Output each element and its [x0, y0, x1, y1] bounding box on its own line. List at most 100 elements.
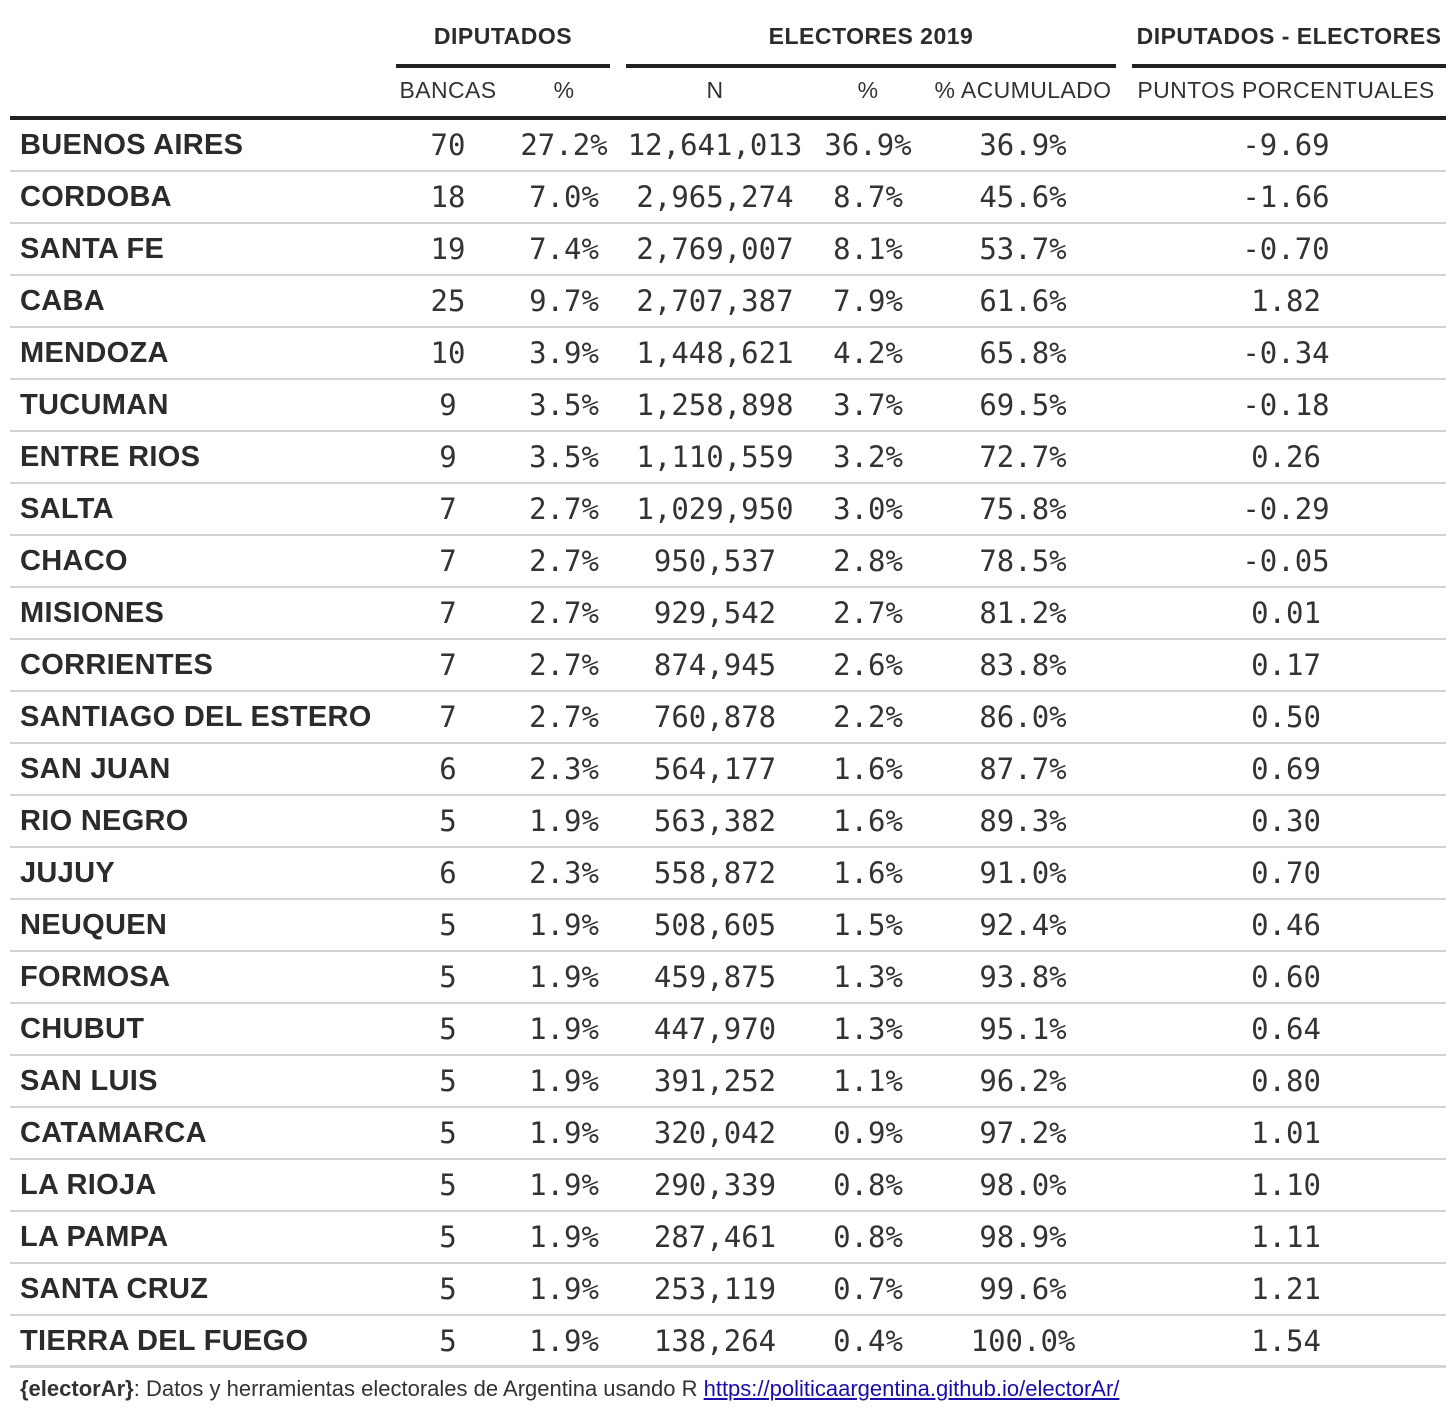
column-header-electores-pct: % [857, 77, 879, 103]
table-row: SAN JUAN 6 2.3% 564,177 1.6% 87.7% 0.69 [10, 744, 1446, 796]
cell-n: 558,872 [653, 856, 777, 890]
cell-acumulado: 91.0% [979, 856, 1067, 890]
cell-provincia: LA RIOJA [20, 1169, 157, 1201]
table-row: ENTRE RIOS 9 3.5% 1,110,559 3.2% 72.7% 0.26 [10, 432, 1446, 484]
column-header-acumulado: % ACUMULADO [934, 77, 1112, 103]
cell-diputados-pct: 1.9% [529, 1272, 599, 1306]
cell-provincia: SANTA CRUZ [20, 1273, 209, 1305]
cell-electores-pct: 8.7% [833, 180, 903, 214]
cell-puntos: 0.01 [1251, 596, 1321, 630]
cell-bancas: 7 [439, 544, 457, 578]
cell-electores-pct: 2.2% [833, 700, 903, 734]
cell-n: 508,605 [653, 908, 777, 942]
cell-diputados-pct: 1.9% [529, 1324, 599, 1358]
table-row: CHUBUT 5 1.9% 447,970 1.3% 95.1% 0.64 [10, 1004, 1446, 1056]
package-name: {electorAr} [20, 1376, 134, 1401]
cell-n: 12,641,013 [627, 128, 803, 162]
cell-diputados-pct: 2.7% [529, 492, 599, 526]
cell-electores-pct: 1.6% [833, 804, 903, 838]
cell-n: 950,537 [653, 544, 777, 578]
cell-puntos: -0.29 [1242, 492, 1330, 526]
cell-provincia: BUENOS AIRES [20, 129, 244, 161]
cell-acumulado: 87.7% [979, 752, 1067, 786]
cell-diputados-pct: 1.9% [529, 908, 599, 942]
cell-provincia: TIERRA DEL FUEGO [20, 1325, 309, 1357]
cell-puntos: 0.60 [1251, 960, 1321, 994]
cell-acumulado: 95.1% [979, 1012, 1067, 1046]
cell-bancas: 7 [439, 648, 457, 682]
cell-acumulado: 96.2% [979, 1064, 1067, 1098]
cell-puntos: 1.10 [1251, 1168, 1321, 1202]
cell-electores-pct: 7.9% [833, 284, 903, 318]
column-header-n: N [706, 77, 724, 103]
cell-diputados-pct: 1.9% [529, 804, 599, 838]
cell-provincia: TUCUMAN [20, 389, 169, 421]
cell-puntos: 0.50 [1251, 700, 1321, 734]
cell-electores-pct: 4.2% [833, 336, 903, 370]
cell-bancas: 5 [439, 908, 457, 942]
cell-puntos: 0.80 [1251, 1064, 1321, 1098]
cell-provincia: CATAMARCA [20, 1117, 207, 1149]
cell-bancas: 6 [439, 752, 457, 786]
cell-acumulado: 81.2% [979, 596, 1067, 630]
cell-diputados-pct: 1.9% [529, 1168, 599, 1202]
footer-link[interactable]: https://politicaargentina.github.io/elec… [703, 1376, 1120, 1401]
cell-acumulado: 61.6% [979, 284, 1067, 318]
cell-provincia: MENDOZA [20, 337, 169, 369]
cell-n: 564,177 [653, 752, 777, 786]
cell-diputados-pct: 7.0% [529, 180, 599, 214]
cell-n: 1,258,898 [636, 388, 794, 422]
cell-bancas: 5 [439, 1324, 457, 1358]
cell-electores-pct: 3.2% [833, 440, 903, 474]
source-footer: {electorAr}: Datos y herramientas electo… [20, 1376, 1119, 1402]
cell-diputados-pct: 2.3% [529, 752, 599, 786]
cell-bancas: 5 [439, 1272, 457, 1306]
cell-puntos: -0.70 [1242, 232, 1330, 266]
cell-acumulado: 65.8% [979, 336, 1067, 370]
cell-electores-pct: 36.9% [824, 128, 912, 162]
cell-n: 929,542 [653, 596, 777, 630]
cell-bancas: 70 [430, 128, 466, 162]
cell-puntos: 0.70 [1251, 856, 1321, 890]
cell-puntos: 0.26 [1251, 440, 1321, 474]
cell-diputados-pct: 1.9% [529, 1064, 599, 1098]
header-diputados-electores: DIPUTADOS - ELECTORES [1132, 20, 1446, 68]
cell-acumulado: 69.5% [979, 388, 1067, 422]
cell-provincia: SANTIAGO DEL ESTERO [20, 701, 372, 733]
cell-electores-pct: 1.6% [833, 856, 903, 890]
table-row: MENDOZA 10 3.9% 1,448,621 4.2% 65.8% -0.34 [10, 328, 1446, 380]
cell-bancas: 5 [439, 1012, 457, 1046]
cell-electores-pct: 0.9% [833, 1116, 903, 1150]
cell-puntos: 1.21 [1251, 1272, 1321, 1306]
cell-n: 290,339 [653, 1168, 777, 1202]
table-row: JUJUY 6 2.3% 558,872 1.6% 91.0% 0.70 [10, 848, 1446, 900]
cell-provincia: NEUQUEN [20, 909, 168, 941]
cell-bancas: 7 [439, 492, 457, 526]
cell-bancas: 5 [439, 1168, 457, 1202]
cell-bancas: 9 [439, 440, 457, 474]
cell-electores-pct: 1.3% [833, 1012, 903, 1046]
cell-acumulado: 93.8% [979, 960, 1067, 994]
cell-acumulado: 86.0% [979, 700, 1067, 734]
cell-n: 874,945 [653, 648, 777, 682]
cell-electores-pct: 1.6% [833, 752, 903, 786]
cell-acumulado: 92.4% [979, 908, 1067, 942]
cell-electores-pct: 2.6% [833, 648, 903, 682]
table-row: LA PAMPA 5 1.9% 287,461 0.8% 98.9% 1.11 [10, 1212, 1446, 1264]
cell-acumulado: 45.6% [979, 180, 1067, 214]
cell-bancas: 6 [439, 856, 457, 890]
cell-provincia: LA PAMPA [20, 1221, 169, 1253]
cell-n: 320,042 [653, 1116, 777, 1150]
cell-electores-pct: 3.0% [833, 492, 903, 526]
cell-bancas: 7 [439, 700, 457, 734]
cell-n: 563,382 [653, 804, 777, 838]
cell-acumulado: 100.0% [970, 1324, 1076, 1358]
table-row: CORRIENTES 7 2.7% 874,945 2.6% 83.8% 0.17 [10, 640, 1446, 692]
cell-bancas: 5 [439, 1116, 457, 1150]
cell-n: 447,970 [653, 1012, 777, 1046]
table-row: MISIONES 7 2.7% 929,542 2.7% 81.2% 0.01 [10, 588, 1446, 640]
table-row: SANTA FE 19 7.4% 2,769,007 8.1% 53.7% -0.70 [10, 224, 1446, 276]
cell-bancas: 25 [430, 284, 466, 318]
cell-electores-pct: 0.7% [833, 1272, 903, 1306]
column-header-puntos: PUNTOS PORCENTUALES [1137, 77, 1435, 103]
